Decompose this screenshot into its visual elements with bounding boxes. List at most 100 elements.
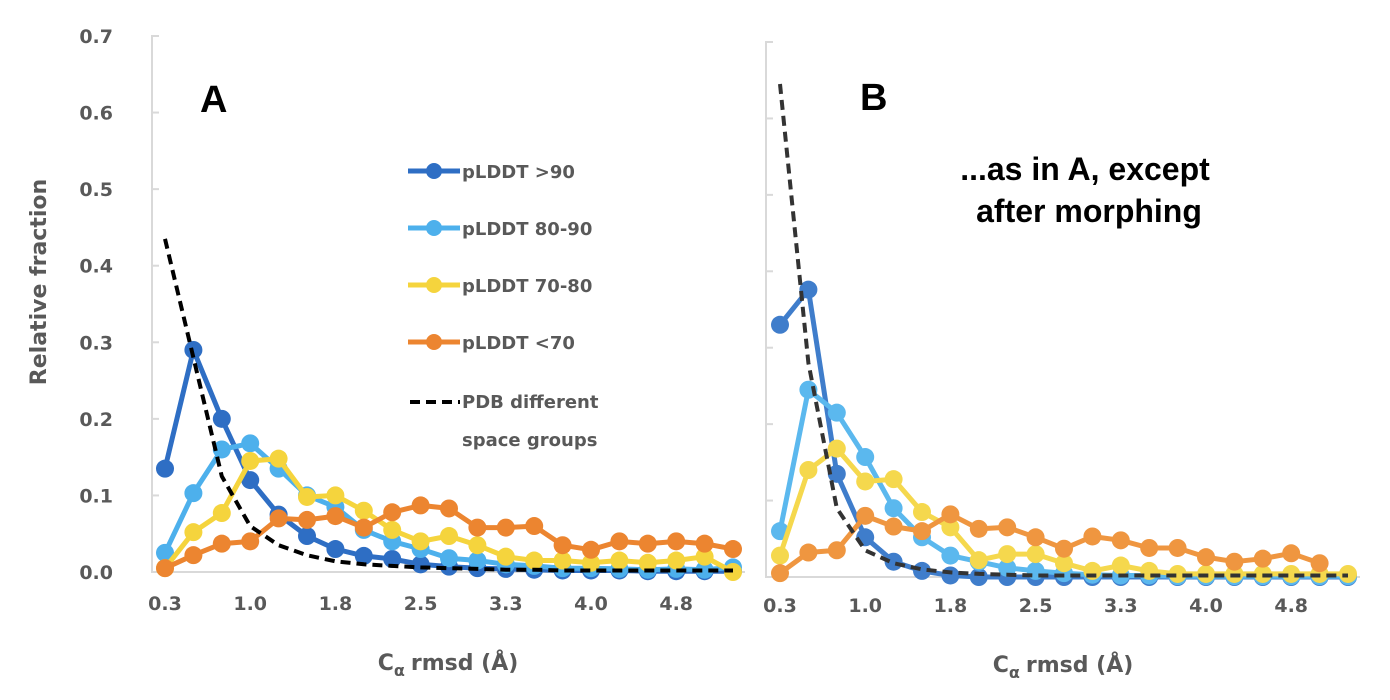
data-point — [212, 440, 231, 459]
data-point — [212, 534, 231, 553]
data-point — [827, 439, 846, 458]
plot-area-a: 0.0 0.1 0.2 0.3 0.4 0.5 0.6 0.7 0.3 1.0 1.8 2.5 3.3 4… — [79, 26, 745, 615]
legend-label: pLDDT 80-90 — [462, 219, 592, 240]
data-point — [354, 501, 373, 520]
data-point — [440, 549, 458, 568]
data-point — [326, 540, 345, 559]
data-point — [496, 547, 515, 566]
data-point — [827, 403, 846, 422]
data-point — [1026, 528, 1045, 547]
data-point — [156, 559, 174, 578]
data-point — [998, 558, 1017, 577]
data-point — [298, 527, 316, 546]
x-axis-title-a: Cα rmsd (Å) — [378, 650, 519, 680]
x-tick-label: 4.0 — [1189, 595, 1223, 617]
legend-item: pLDDT 70-80 — [408, 276, 592, 297]
data-point — [184, 484, 203, 503]
data-point — [941, 518, 960, 537]
series-line — [778, 83, 1348, 578]
x-tick-label: 0.3 — [763, 595, 797, 617]
data-point — [799, 543, 818, 562]
data-point — [856, 472, 875, 491]
data-point — [1168, 538, 1187, 557]
data-point — [638, 534, 657, 553]
data-point — [241, 451, 260, 470]
data-point — [771, 315, 789, 334]
x-tick-label: 1.0 — [233, 593, 267, 615]
data-point — [941, 546, 960, 565]
data-point — [468, 518, 487, 537]
legend-label: space groups — [462, 430, 597, 451]
data-point — [440, 527, 458, 546]
data-point — [269, 509, 288, 528]
data-point — [610, 551, 629, 570]
series-plddt-70 — [771, 505, 1329, 583]
data-point — [695, 547, 714, 566]
data-point — [525, 517, 544, 536]
data-point — [184, 546, 203, 565]
data-point — [1026, 545, 1045, 564]
data-point — [383, 549, 402, 568]
data-point — [298, 510, 316, 529]
data-point — [411, 496, 430, 515]
panel-b: B ...as in A, except after morphing Cα rm… — [860, 77, 1210, 682]
data-point — [582, 540, 600, 559]
legend-swatch-marker — [426, 220, 442, 236]
data-point — [913, 522, 931, 541]
data-point — [998, 545, 1017, 564]
data-point — [1168, 564, 1187, 583]
data-point — [383, 503, 402, 522]
data-point — [1197, 548, 1215, 567]
data-point — [440, 499, 458, 518]
x-tick-label: 0.3 — [148, 593, 182, 615]
legend-swatch-marker — [426, 277, 442, 293]
data-point — [695, 534, 714, 553]
data-point — [582, 553, 600, 572]
x-tick-label: 3.3 — [489, 593, 523, 615]
data-point — [1055, 539, 1073, 558]
y-tick-label: 0.1 — [79, 485, 113, 507]
data-point — [269, 449, 288, 468]
data-point — [184, 523, 203, 542]
data-point — [411, 555, 430, 574]
data-point — [1282, 564, 1301, 583]
y-tick-label: 0.4 — [79, 256, 113, 278]
series-plddt-70-80 — [156, 449, 742, 581]
legend: pLDDT >90 pLDDT 80-90 pLDDT 70-80 pLDDT <70… — [408, 162, 599, 451]
panel-label-b: B — [860, 77, 887, 119]
series-pdb-different-space-groups — [778, 83, 1348, 578]
data-point — [799, 461, 818, 479]
data-point — [827, 541, 846, 560]
legend-swatch-marker — [426, 163, 442, 179]
legend-item: PDB different space groups — [410, 392, 599, 451]
legend-item: pLDDT >90 — [408, 162, 575, 183]
data-point — [354, 518, 373, 537]
x-axis-title-b: Cα rmsd (Å) — [993, 652, 1134, 682]
x-tick-label: 4.8 — [659, 593, 693, 615]
data-point — [724, 540, 742, 559]
data-point — [913, 503, 931, 522]
y-tick-label: 0.7 — [79, 26, 113, 48]
data-point — [326, 486, 345, 505]
y-axis-title: Relative fraction — [27, 179, 52, 385]
annotation-line-2: after morphing — [976, 193, 1202, 229]
data-point — [241, 434, 260, 453]
data-point — [969, 519, 988, 538]
data-point — [695, 560, 714, 579]
x-tick-label: 1.8 — [934, 595, 968, 617]
legend-item: pLDDT 80-90 — [408, 219, 592, 240]
data-point — [856, 506, 875, 525]
data-point — [884, 517, 903, 536]
data-point — [1111, 556, 1130, 575]
data-point — [1253, 549, 1272, 568]
annotation-line-1: ...as in A, except — [960, 151, 1210, 187]
x-tick-label: 4.0 — [574, 593, 608, 615]
data-point — [1310, 554, 1329, 573]
series-pdb-different-space-groups — [163, 238, 733, 573]
data-point — [1111, 531, 1130, 550]
data-point — [383, 520, 402, 539]
x-tick-label: 1.0 — [848, 595, 882, 617]
data-point — [241, 471, 260, 490]
data-point — [298, 487, 316, 506]
